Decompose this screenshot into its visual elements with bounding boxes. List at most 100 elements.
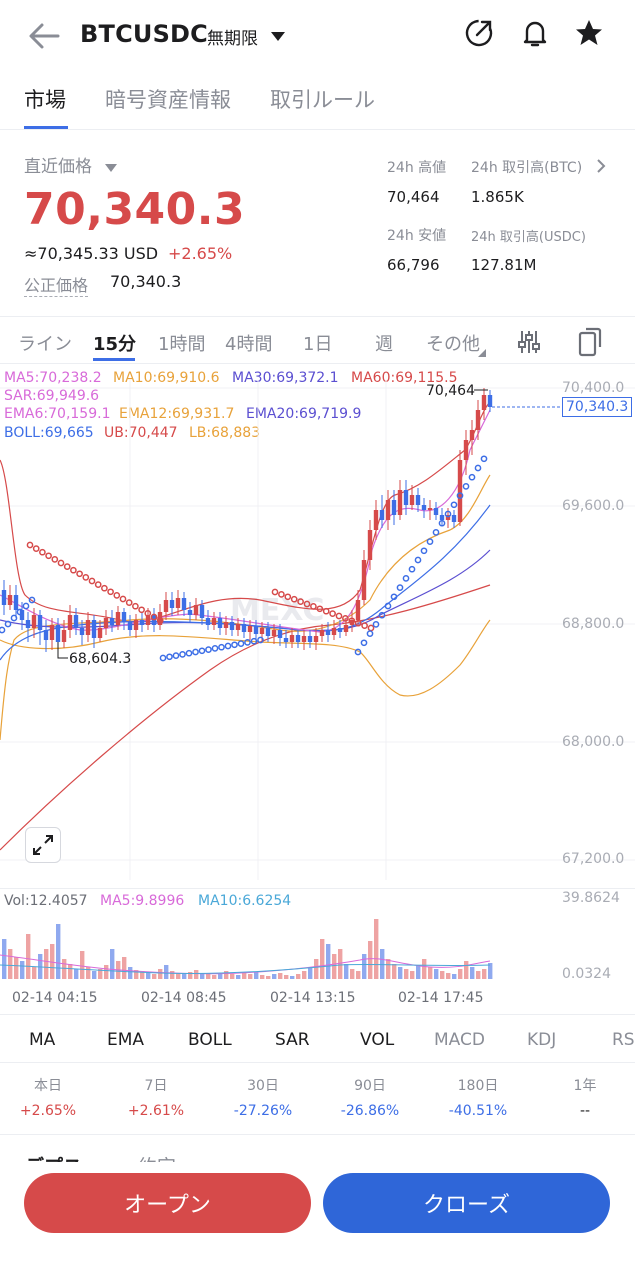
volume-bar [416, 965, 421, 979]
sar-dot [322, 607, 330, 615]
volume-bar [338, 949, 343, 979]
candle-body [373, 510, 379, 530]
tab-trading-rules[interactable]: 取引ルール [270, 88, 375, 112]
volume-chart [0, 919, 493, 979]
bell-icon[interactable] [520, 18, 550, 52]
volume-bar [14, 957, 19, 979]
back-icon[interactable] [26, 18, 62, 54]
sar-dot [310, 603, 317, 610]
tab-4h[interactable]: 4時間 [225, 334, 273, 355]
candle-body [49, 625, 55, 640]
vol-btc-label[interactable]: 24h 取引高(BTC) [471, 160, 583, 176]
tab-1d[interactable]: 1日 [303, 334, 333, 355]
candle-body [79, 628, 85, 635]
candle-body [463, 440, 469, 460]
sar-dot [32, 545, 40, 552]
volume-bar [332, 954, 337, 979]
fair-price: 70,340.3 [110, 272, 182, 291]
candle-body [439, 515, 445, 520]
candle-body [175, 598, 181, 608]
ind-tab-kdj[interactable]: KDJ [527, 1030, 557, 1050]
contract-type[interactable]: 無期限 [207, 29, 258, 49]
ub-legend: UB:70,447 [104, 425, 178, 441]
chevron-right-icon[interactable] [596, 158, 606, 178]
perf-value: -27.26% [233, 1103, 293, 1119]
caret-down-icon[interactable] [104, 158, 118, 177]
volume-bar [92, 971, 97, 979]
volume-bar [32, 967, 37, 979]
last-price-label[interactable]: 直近価格 [24, 157, 92, 177]
tab-1h[interactable]: 1時間 [158, 334, 206, 355]
screen-rotate-icon[interactable] [577, 327, 603, 361]
sar-dot [271, 588, 279, 596]
close-button[interactable]: クローズ [323, 1173, 610, 1233]
candle-body [163, 600, 169, 612]
y-tick: 69,600.0 [562, 498, 625, 514]
ind-tab-rsi[interactable]: RS [612, 1030, 635, 1050]
sar-dot [218, 643, 225, 651]
candle-body [349, 620, 355, 625]
volume-bar [86, 967, 91, 979]
ind-tab-ema[interactable]: EMA [107, 1030, 145, 1050]
candle-body [13, 595, 19, 610]
current-price-tag: 70,340.3 [562, 397, 633, 417]
volume-bar [128, 967, 133, 979]
perf-label: 本日 [34, 1078, 62, 1094]
sar-dot [480, 455, 488, 463]
tab-market[interactable]: 市場 [24, 88, 66, 112]
low-value: 66,796 [387, 256, 440, 274]
tab-line[interactable]: ライン [18, 334, 72, 355]
ind-tab-sar[interactable]: SAR [275, 1030, 310, 1050]
candle-body [25, 620, 31, 628]
volume-bar [134, 970, 139, 979]
candle-body [355, 600, 361, 620]
ind-tab-macd[interactable]: MACD [434, 1030, 485, 1050]
sar-dot [132, 602, 139, 610]
tab-more[interactable]: その他 [426, 334, 480, 355]
ind-tab-ma[interactable]: MA [29, 1030, 56, 1050]
candle-body [433, 508, 439, 515]
candle-body [469, 430, 475, 440]
volume-bar [212, 975, 217, 979]
sar-dot [426, 538, 434, 545]
sar-dot [257, 636, 264, 644]
candle-body [475, 410, 481, 430]
candle-body [385, 500, 391, 520]
perf-label: 90日 [354, 1078, 386, 1094]
open-button[interactable]: オープン [24, 1173, 311, 1233]
sar-dot [172, 652, 180, 659]
chevron-down-icon[interactable] [270, 28, 286, 47]
share-icon[interactable] [464, 18, 494, 52]
ind-tab-vol[interactable]: VOL [360, 1030, 395, 1050]
candle-body [241, 624, 247, 632]
sar-dot [166, 653, 173, 661]
sar-dot [82, 574, 90, 581]
candle-body [247, 626, 253, 632]
volume-bar [488, 963, 493, 979]
sar-dot [150, 613, 158, 621]
perf-label: 7日 [144, 1078, 168, 1094]
tab-crypto-info[interactable]: 暗号資産情報 [105, 88, 231, 112]
tab-1w[interactable]: 週 [375, 334, 393, 355]
tab-15m[interactable]: 15分 [93, 334, 137, 355]
symbol-title[interactable]: BTCUSDC [80, 20, 208, 48]
star-icon[interactable] [574, 18, 604, 52]
fair-price-label[interactable]: 公正価格 [24, 272, 89, 297]
sar-dot [303, 600, 311, 608]
candle-body [31, 615, 37, 628]
sar-dot [420, 547, 428, 555]
volume-bar [104, 965, 109, 979]
sar-dot [456, 492, 464, 499]
candle-body [319, 630, 325, 636]
perf-label: 30日 [247, 1078, 279, 1094]
volume-bar [356, 971, 361, 979]
candle-body [487, 395, 493, 407]
volume-bar [182, 974, 187, 979]
corner-triangle-icon [478, 342, 486, 361]
sar-dot [63, 563, 71, 570]
volume-bar [98, 969, 103, 979]
ind-tab-boll[interactable]: BOLL [188, 1030, 232, 1050]
candlestick-chart[interactable]: MEXC 70,464 68,604.3 [0, 380, 635, 880]
expand-icon[interactable] [25, 827, 61, 863]
indicator-settings-icon[interactable] [516, 328, 542, 360]
